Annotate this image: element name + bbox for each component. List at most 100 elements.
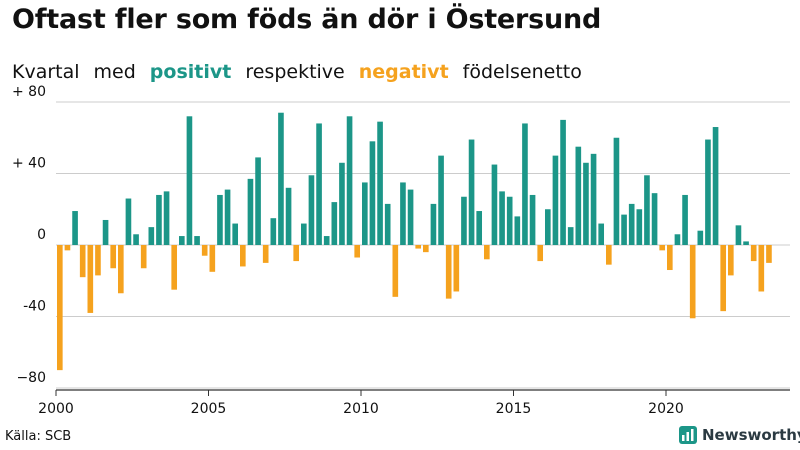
- bar: [293, 245, 300, 262]
- bar: [621, 214, 627, 245]
- subtitle-positive: positivt: [149, 61, 232, 83]
- bar: [560, 119, 566, 246]
- bar: [362, 182, 368, 245]
- bar: [64, 245, 71, 251]
- source-note: Källa: SCB: [5, 429, 72, 444]
- bar: [316, 123, 322, 245]
- x-tick-label: 2015: [496, 401, 532, 417]
- bar: [331, 202, 338, 245]
- bar: [262, 245, 269, 263]
- bar: [156, 194, 162, 245]
- bar: [377, 121, 383, 245]
- chart-title: Oftast fler som föds än dör i Östersund: [12, 4, 602, 35]
- bars: [57, 112, 772, 371]
- bar: [750, 245, 757, 262]
- bar: [301, 223, 307, 245]
- bar: [392, 245, 399, 297]
- bar: [118, 245, 124, 294]
- bar: [667, 245, 673, 271]
- bar: [720, 245, 727, 312]
- bar: [125, 198, 132, 245]
- bar: [140, 245, 147, 269]
- bar: [644, 175, 650, 245]
- bar: [339, 162, 345, 245]
- bar: [194, 236, 200, 245]
- bar: [628, 203, 635, 245]
- bar: [484, 245, 490, 260]
- bar: [468, 139, 475, 245]
- bar: [506, 196, 513, 245]
- bar: [522, 123, 528, 245]
- bar: [545, 209, 551, 245]
- bar: [308, 175, 315, 245]
- bar: [705, 139, 711, 245]
- bar: [369, 141, 376, 245]
- bar: [255, 157, 261, 245]
- y-tick-label: + 40: [12, 156, 46, 172]
- bar: [163, 191, 170, 246]
- bar: [728, 245, 734, 276]
- x-tick-label: 2020: [648, 401, 684, 417]
- bar: [87, 245, 94, 313]
- x-tick-label: 2005: [191, 401, 227, 417]
- y-tick-label: + 80: [12, 84, 46, 100]
- bar: [102, 219, 109, 245]
- bar: [529, 194, 536, 245]
- bar: [224, 189, 231, 245]
- subtitle-text-2: med: [93, 61, 136, 83]
- bar: [735, 225, 742, 245]
- bar: [651, 193, 658, 245]
- bar: [590, 153, 597, 245]
- bar: [453, 245, 460, 292]
- bar: [148, 227, 155, 246]
- bar: [201, 245, 208, 256]
- subtitle-text-4: födelsenetto: [462, 61, 582, 83]
- x-tick-label: 2010: [343, 401, 379, 417]
- bar: [171, 245, 178, 290]
- x-axis: 2000 2005 2010 2015 2020: [38, 389, 790, 417]
- newsworthy-icon: [679, 426, 697, 444]
- bar: [575, 146, 582, 245]
- bar: [461, 196, 467, 245]
- bar: [407, 189, 414, 245]
- bar: [743, 241, 749, 245]
- bar: [491, 164, 498, 245]
- bar: [476, 211, 483, 245]
- bar: [400, 182, 406, 245]
- bar: [659, 245, 666, 251]
- bar: [636, 209, 643, 245]
- bar: [95, 245, 101, 276]
- bar: [445, 245, 452, 299]
- y-axis-labels: + 80 + 40 0 -40 −80: [12, 84, 46, 386]
- bar: [552, 155, 559, 246]
- bar: [346, 116, 353, 245]
- bar: [110, 245, 117, 269]
- bar: [606, 245, 612, 265]
- bar: [79, 245, 86, 278]
- bar: [514, 216, 521, 245]
- bar: [438, 155, 444, 246]
- bar: [689, 245, 696, 319]
- subtitle-text-1: Kvartal: [12, 61, 80, 83]
- bar: [133, 234, 139, 245]
- bar: [697, 230, 704, 245]
- bar: [247, 178, 254, 245]
- bar: [285, 187, 292, 245]
- bar: [682, 194, 688, 245]
- y-tick-label: 0: [37, 227, 46, 243]
- bar: [323, 236, 330, 245]
- brand-name: Newsworthy: [702, 426, 800, 444]
- bar: [232, 223, 239, 245]
- bar: [354, 245, 361, 258]
- bar: [384, 203, 391, 245]
- bar: [209, 245, 216, 272]
- subtitle-negative: negativt: [358, 61, 449, 83]
- bar: [430, 203, 437, 245]
- bar: [415, 245, 422, 249]
- bar: [567, 227, 574, 246]
- bar: [598, 223, 605, 245]
- bar: [613, 137, 620, 245]
- bar: [240, 245, 246, 267]
- brand-logo: Newsworthy: [679, 426, 800, 444]
